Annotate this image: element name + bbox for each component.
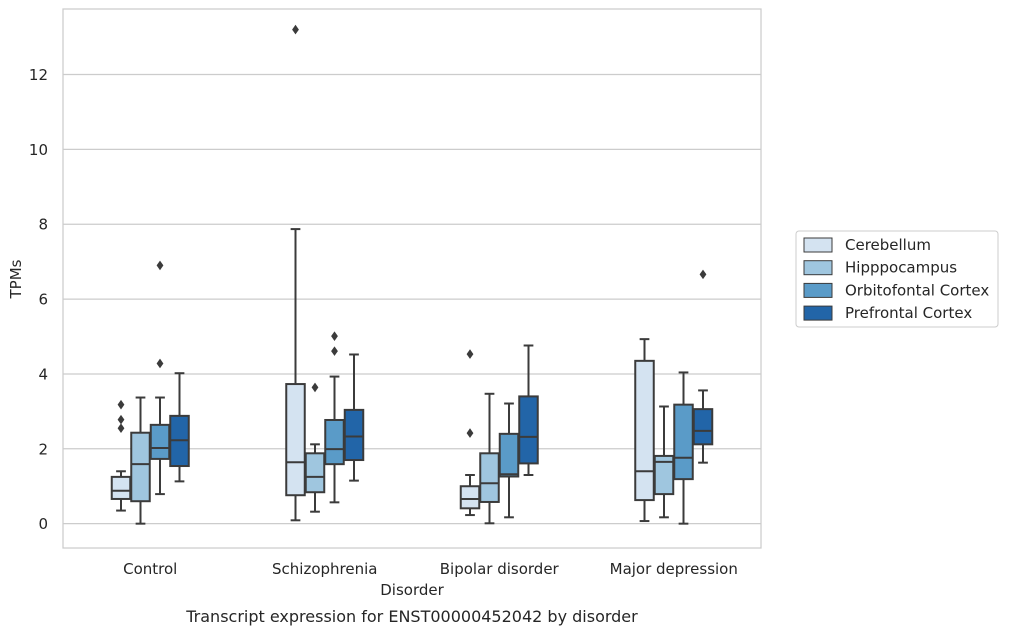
y-tick-label: 0 [38, 515, 48, 533]
box-body [518, 395, 539, 465]
box-body [130, 431, 151, 503]
x-tick-label: Major depression [610, 560, 738, 578]
outlier-point [331, 346, 338, 356]
box-group [304, 382, 326, 513]
y-tick-label: 2 [38, 440, 48, 458]
legend-swatch [803, 237, 833, 253]
legend-label: Hipppocampus [845, 259, 957, 277]
box-body [285, 383, 306, 497]
outlier-point [156, 260, 164, 271]
box-body [479, 452, 500, 503]
chart-caption: Transcript expression for ENST0000045204… [185, 607, 638, 626]
x-tick-label: Bipolar disorder [440, 560, 560, 578]
y-tick-label: 6 [38, 291, 48, 309]
outlier-point [117, 399, 125, 410]
outlier-point [117, 414, 125, 425]
box-group [479, 392, 500, 525]
x-axis-ticks: Control Schizophrenia Bipolar disorder Majo… [123, 560, 738, 578]
outlier-point [156, 358, 164, 369]
legend-label: Prefrontal Cortex [845, 304, 972, 322]
box-body [324, 418, 345, 466]
legend: Cerebellum Hipppocampus Orbitofontal Corte… [795, 230, 999, 328]
outlier-point [292, 24, 299, 35]
box-body [634, 359, 655, 502]
box-body [673, 403, 694, 481]
box-body [692, 408, 714, 446]
legend-frame [795, 230, 999, 328]
box-body [343, 408, 365, 462]
box-group [459, 349, 481, 517]
x-tick-label: Schizophrenia [272, 560, 377, 578]
box-group [149, 260, 171, 496]
outlier-point [466, 428, 474, 438]
box-body [459, 485, 481, 510]
outlier-point [466, 349, 474, 359]
box-group [324, 331, 345, 504]
box-group [285, 24, 306, 522]
y-tick-label: 4 [38, 365, 48, 383]
outlier-point [331, 331, 338, 341]
box-body [110, 475, 132, 500]
outlier-point [699, 269, 707, 280]
x-tick-label: Control [123, 560, 177, 578]
plot-area-frame [62, 8, 762, 549]
outlier-point [311, 382, 319, 393]
box-group [692, 269, 714, 464]
legend-swatch [803, 282, 833, 298]
outlier-point [117, 423, 125, 434]
box-group [634, 338, 655, 523]
box-body [304, 452, 326, 494]
legend-label: Cerebellum [845, 236, 931, 254]
y-tick-label: 8 [38, 216, 48, 234]
box-group [130, 396, 151, 525]
box-group [343, 353, 365, 482]
y-axis-label: TPMs [7, 259, 25, 299]
x-axis-label: Disorder [380, 581, 444, 599]
y-axis-ticks: 0 2 4 6 8 10 12 [29, 66, 48, 533]
legend-label: Orbitofontal Cortex [845, 281, 989, 299]
box-marks [110, 24, 714, 525]
box-body [498, 432, 520, 478]
y-tick-label: 12 [29, 66, 48, 84]
box-group [518, 344, 539, 477]
box-group [169, 372, 190, 483]
box-body [149, 423, 171, 460]
y-tick-label: 10 [29, 141, 48, 159]
legend-swatch [803, 260, 833, 276]
legend-swatch [803, 305, 833, 321]
